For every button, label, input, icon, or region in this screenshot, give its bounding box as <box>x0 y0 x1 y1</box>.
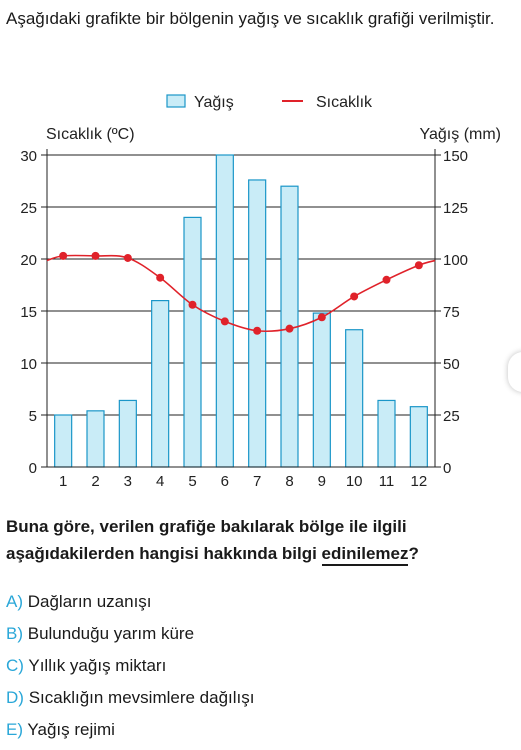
temperature-point <box>188 300 197 309</box>
precipitation-bar <box>86 410 105 468</box>
y-left-tick-label: 5 <box>29 408 37 425</box>
precipitation-bar <box>183 216 202 468</box>
y-right-tick-label: 25 <box>443 408 460 425</box>
temperature-point <box>156 273 165 282</box>
side-scroll-tab[interactable] <box>508 352 521 392</box>
precipitation-bar <box>345 329 364 468</box>
precipitation-bar <box>312 312 331 468</box>
question-text-before: Buna göre, verilen grafiğe bakılarak böl… <box>6 517 407 563</box>
y-left-tick-label: 20 <box>20 252 37 269</box>
y-left-tick-label: 0 <box>29 460 37 477</box>
option-d-letter: D) <box>6 688 24 707</box>
option-b[interactable]: B) Bulunduğu yarım küre <box>6 622 255 654</box>
precipitation-bar <box>409 406 428 468</box>
y-left-tick-label: 15 <box>20 304 37 321</box>
y-right-tick-label: 150 <box>443 148 468 165</box>
option-c-text: Yıllık yağış miktarı <box>28 656 167 675</box>
y-left-tick-label: 25 <box>20 200 37 217</box>
option-b-letter: B) <box>6 624 23 643</box>
x-tick-label: 11 <box>379 473 395 490</box>
x-tick-label: 10 <box>346 473 363 490</box>
x-tick-label: 3 <box>124 473 132 490</box>
x-tick-label: 2 <box>91 473 99 490</box>
option-b-text: Bulunduğu yarım küre <box>27 624 195 643</box>
question-text-after: ? <box>408 544 419 563</box>
y-left-axis-title: Sıcaklık (ºC) <box>46 126 135 143</box>
x-tick-label: 6 <box>221 473 229 490</box>
temperature-point <box>285 324 294 333</box>
option-a-letter: A) <box>6 592 23 611</box>
y-left-tick-label: 10 <box>20 356 37 373</box>
precipitation-bar <box>377 399 396 468</box>
precipitation-bar <box>248 179 267 468</box>
option-e-letter: E) <box>6 720 23 739</box>
y-left-tick-label: 30 <box>20 148 37 165</box>
intro-text: Aşağıdaki grafikte bir bölgenin yağış ve… <box>6 9 495 28</box>
temperature-point <box>253 326 262 335</box>
precipitation-bar <box>215 154 234 468</box>
precipitation-bar <box>151 300 170 468</box>
y-right-tick-label: 125 <box>443 200 468 217</box>
temperature-point <box>91 251 100 260</box>
temperature-point <box>350 292 359 301</box>
temperature-point <box>59 251 68 260</box>
y-right-tick-label: 75 <box>443 304 460 321</box>
y-right-axis-title: Yağış (mm) <box>420 126 501 143</box>
temperature-point <box>220 317 229 326</box>
temperature-point <box>317 313 326 322</box>
legend-temperature-label: Sıcaklık <box>316 94 373 111</box>
question-text: Buna göre, verilen grafiğe bakılarak böl… <box>6 513 518 567</box>
answer-options: A) Dağların uzanışı B) Bulunduğu yarım k… <box>6 590 255 750</box>
legend-precipitation-swatch <box>166 94 186 108</box>
y-right-tick-label: 0 <box>443 460 451 477</box>
x-tick-label: 7 <box>253 473 261 490</box>
option-a[interactable]: A) Dağların uzanışı <box>6 590 255 622</box>
option-c[interactable]: C) Yıllık yağış miktarı <box>6 654 255 686</box>
y-right-tick-label: 100 <box>443 252 468 269</box>
option-c-letter: C) <box>6 656 24 675</box>
option-a-text: Dağların uzanışı <box>27 592 152 611</box>
option-e-text: Yağış rejimi <box>27 720 115 739</box>
x-tick-label: 5 <box>188 473 196 490</box>
legend-precipitation-label: Yağış <box>194 94 234 111</box>
x-tick-label: 1 <box>59 473 67 490</box>
option-d-text: Sıcaklığın mevsimlere dağılışı <box>28 688 255 707</box>
precipitation-bar <box>118 399 137 468</box>
temperature-point <box>414 261 423 270</box>
y-right-tick-label: 50 <box>443 356 460 373</box>
x-tick-label: 9 <box>318 473 326 490</box>
temperature-point <box>382 275 391 284</box>
x-tick-label: 12 <box>410 473 427 490</box>
precipitation-bar <box>54 414 73 468</box>
question-emphasis: edinilemez <box>321 544 409 566</box>
x-tick-label: 4 <box>156 473 164 490</box>
temperature-point <box>123 253 132 262</box>
option-e[interactable]: E) Yağış rejimi <box>6 718 255 750</box>
option-d[interactable]: D) Sıcaklığın mevsimlere dağılışı <box>6 686 255 718</box>
x-tick-label: 8 <box>285 473 293 490</box>
temperature-line <box>46 254 436 333</box>
